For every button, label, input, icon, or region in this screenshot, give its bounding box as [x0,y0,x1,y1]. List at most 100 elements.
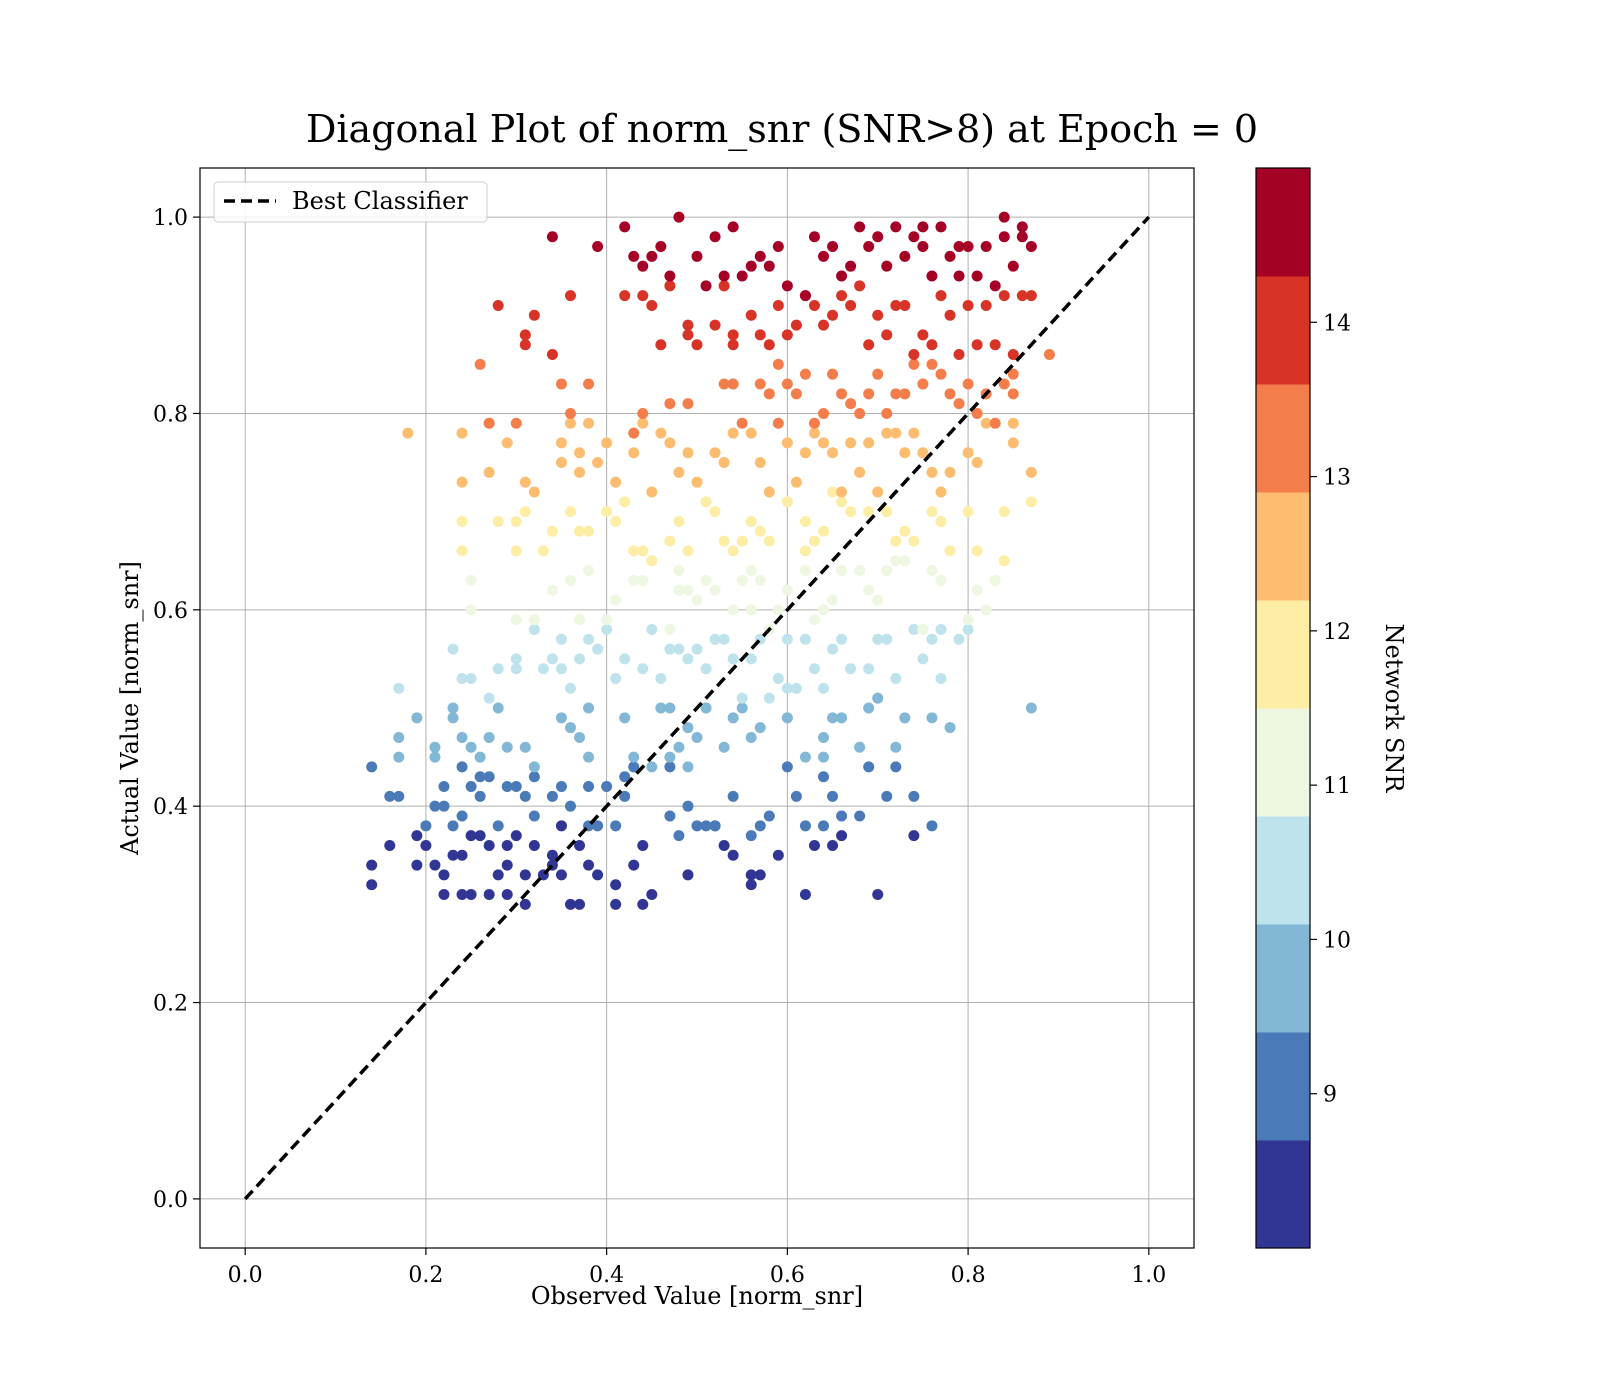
scatter-point [564,722,576,734]
scatter-point [574,447,586,459]
scatter-point [799,290,811,302]
scatter-point [501,859,513,871]
scatter-point [854,741,866,753]
colorbar-frame [1255,167,1311,1249]
scatter-point [637,417,649,429]
scatter-point [628,751,640,763]
scatter-point [971,545,983,557]
colorbar-segment [1256,1140,1310,1249]
scatter-point [899,525,911,537]
scatter-point [664,761,676,773]
scatter-point [953,349,965,361]
scatter-point [456,476,468,488]
scatter-point [501,839,513,851]
scatter-point [953,398,965,410]
scatter-point [483,839,495,851]
scatter-point [691,731,703,743]
scatter-point [863,663,875,675]
scatter-point [781,280,793,292]
scatter-point [781,378,793,390]
scatter-point [808,427,820,439]
scatter-point [474,771,486,783]
scatter-point [971,407,983,419]
scatter-point [989,280,1001,292]
scatter-point [872,692,884,704]
scatter-point [456,427,468,439]
scatter-point [989,574,1001,586]
scatter-point [655,339,667,351]
scatter-point [872,309,884,321]
scatter-point [709,231,721,243]
scatter-point [709,506,721,518]
scatter-point [610,594,622,606]
scatter-point [890,535,902,547]
scatter-point [989,339,1001,351]
scatter-point [574,731,586,743]
colorbar-tick-label: 11 [1323,774,1351,799]
scatter-point [926,633,938,645]
scatter-point [510,663,522,675]
y-tick-label: 0.4 [153,795,188,820]
scatter-point [881,329,893,341]
scatter-point [718,741,730,753]
scatter-point [772,299,784,311]
scatter-point [818,682,830,694]
scatter-point [583,702,595,714]
scatter-point [718,535,730,547]
scatter-point [583,378,595,390]
colorbar-label: Network SNR [1380,624,1408,794]
scatter-point [646,761,658,773]
colorbar-segment [1256,924,1310,1033]
scatter-point [592,643,604,655]
scatter-point [962,241,974,253]
scatter-point [583,751,595,763]
colorbar-tick-label: 13 [1323,466,1351,491]
scatter-point [619,771,631,783]
scatter-point [872,889,884,901]
scatter-point [845,260,857,272]
scatter-point [655,241,667,253]
scatter-point [745,309,757,321]
scatter-point [890,673,902,685]
scatter-point [456,673,468,685]
plot-frame [199,167,1195,1249]
scatter-point [492,515,504,527]
scatter-point [808,839,820,851]
scatter-point [854,221,866,233]
scatter-point [555,869,567,881]
colorbar-segment [1256,816,1310,925]
scatter-point [628,574,640,586]
scatter-point [537,663,549,675]
scatter-point [564,290,576,302]
scatter-point [465,604,477,616]
y-tick-label: 0.2 [153,992,188,1017]
scatter-point [682,329,694,341]
scatter-point [935,623,947,635]
scatter-point [781,712,793,724]
scatter-point [691,476,703,488]
scatter-point [790,388,802,400]
scatter-point [519,790,531,802]
scatter-point [962,378,974,390]
scatter-point [790,319,802,331]
scatter-point [745,427,757,439]
scatter-point [546,231,558,243]
scatter-point [808,614,820,626]
scatter-point [646,486,658,498]
scatter-point [998,555,1010,567]
scatter-point [465,673,477,685]
scatter-point [899,388,911,400]
colorbar-tick-label: 14 [1323,311,1351,336]
scatter-point [546,849,558,861]
scatter-point [908,427,920,439]
scatter-point [736,535,748,547]
scatter-point [781,761,793,773]
scatter-point [799,447,811,459]
scatter-point [763,388,775,400]
scatter-point [872,594,884,606]
colorbar-segment [1256,1032,1310,1141]
scatter-point [718,839,730,851]
scatter-point [799,565,811,577]
scatter-point [935,290,947,302]
